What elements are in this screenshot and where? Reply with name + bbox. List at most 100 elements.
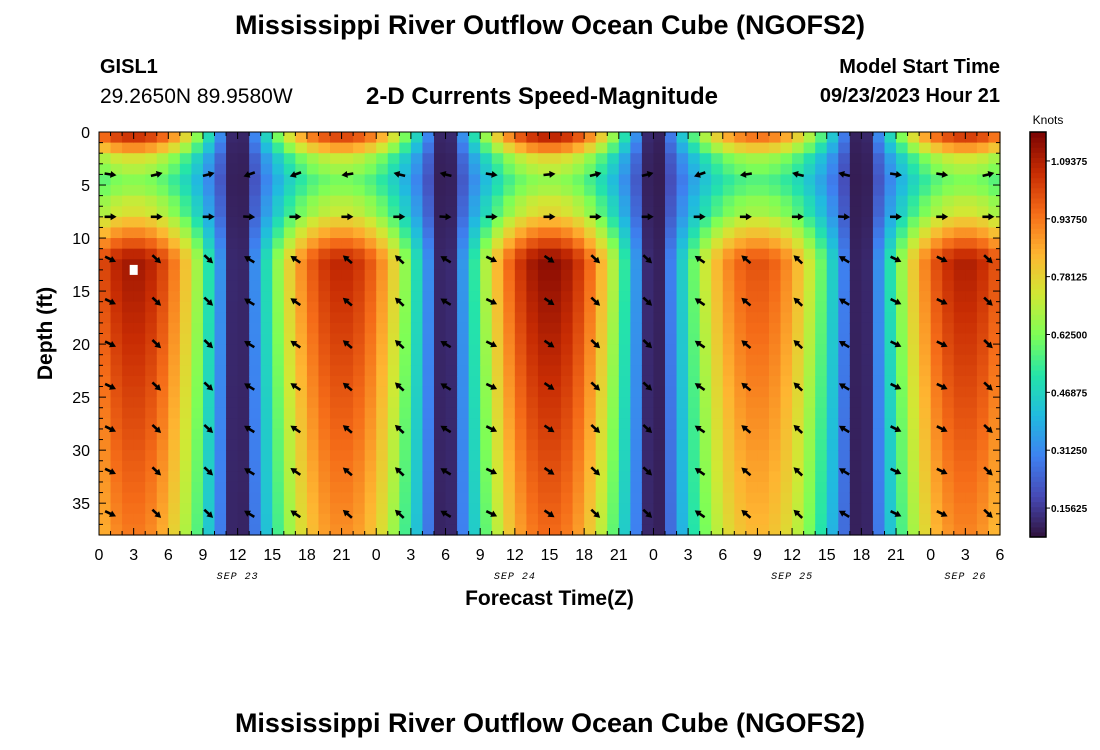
- heatmap-cell: [537, 216, 551, 229]
- heatmap-cell: [953, 428, 966, 441]
- heatmap-cell: [549, 333, 562, 345]
- heatmap-cell: [699, 344, 712, 356]
- heatmap-cell: [618, 195, 631, 207]
- heatmap-cell: [711, 397, 724, 409]
- heatmap-cell: [260, 195, 273, 207]
- heatmap-cell: [156, 344, 169, 356]
- heatmap-cell: [861, 471, 874, 483]
- colorbar-segment: [1030, 385, 1046, 391]
- heatmap-cell: [445, 524, 458, 536]
- heatmap-cell: [607, 195, 620, 207]
- heatmap-cell: [387, 163, 400, 176]
- colorbar-segment: [1030, 319, 1046, 325]
- colorbar-segment: [1030, 147, 1046, 153]
- heatmap-cell: [445, 460, 458, 472]
- heatmap-cell: [214, 481, 227, 494]
- colorbar-segment: [1030, 364, 1046, 371]
- current-vector: [741, 297, 752, 307]
- heatmap-cell: [503, 322, 516, 335]
- heatmap-cell: [202, 418, 216, 430]
- heatmap-cell: [353, 386, 366, 398]
- heatmap-cell: [433, 132, 447, 144]
- heatmap-cell: [896, 354, 909, 366]
- heatmap-cell: [607, 163, 620, 176]
- heatmap-cell: [179, 513, 193, 525]
- heatmap-cell: [480, 259, 493, 271]
- heatmap-cell: [676, 216, 689, 229]
- heatmap-cell: [272, 322, 285, 335]
- heatmap-cell: [653, 280, 666, 292]
- heatmap-cell: [872, 450, 886, 462]
- vector-head: [547, 341, 555, 348]
- heatmap-cell: [561, 227, 574, 239]
- x-tick-label: 15: [263, 547, 281, 564]
- heatmap-cell: [872, 312, 886, 324]
- heatmap-cell: [815, 195, 828, 207]
- heatmap-cell: [110, 333, 123, 345]
- current-vector: [244, 298, 255, 306]
- heatmap-cell: [665, 227, 678, 239]
- current-vector: [289, 171, 302, 178]
- heatmap-cell: [364, 322, 377, 335]
- heatmap-cell: [861, 174, 874, 186]
- heatmap-cell: [561, 375, 574, 388]
- heatmap-cell: [618, 206, 631, 218]
- current-vector: [244, 468, 255, 476]
- heatmap-cell: [468, 163, 481, 176]
- heatmap-cell: [976, 375, 990, 388]
- heatmap-cell: [792, 269, 805, 282]
- heatmap-cell: [283, 386, 296, 398]
- heatmap-cell: [780, 386, 793, 398]
- heatmap-cell: [872, 513, 886, 525]
- heatmap-cell: [99, 322, 112, 335]
- vector-head: [440, 298, 448, 305]
- heatmap-cell: [665, 418, 678, 430]
- heatmap-cell: [191, 322, 204, 335]
- heatmap-cell: [145, 471, 158, 483]
- heatmap-cell: [330, 195, 343, 207]
- heatmap-cell: [364, 248, 377, 260]
- heatmap-cell: [711, 195, 724, 207]
- heatmap-cell: [884, 471, 897, 483]
- heatmap-cell: [433, 238, 447, 250]
- heatmap-cell: [457, 238, 470, 250]
- heatmap-cell: [711, 344, 724, 356]
- heatmap-cell: [156, 132, 169, 144]
- heatmap-cell: [607, 322, 620, 335]
- heatmap-cell: [99, 259, 112, 271]
- heatmap-cell: [988, 407, 1001, 419]
- heatmap-cell: [341, 481, 354, 494]
- colorbar-segment: [1030, 288, 1046, 295]
- heatmap-cell: [792, 492, 805, 504]
- heatmap-cell: [260, 269, 273, 282]
- heatmap-cell: [838, 132, 851, 144]
- heatmap-cell: [757, 513, 770, 525]
- heatmap-cell: [745, 471, 759, 483]
- heatmap-cell: [849, 428, 862, 441]
- heatmap-cell: [907, 227, 920, 239]
- heatmap-cell: [295, 354, 308, 366]
- heatmap-cell: [884, 238, 897, 250]
- heatmap-cell: [734, 322, 747, 335]
- heatmap-cell: [653, 174, 666, 186]
- heatmap-cell: [503, 132, 516, 144]
- heatmap-cell: [549, 185, 562, 197]
- heatmap-cell: [306, 418, 320, 430]
- heatmap-cell: [537, 322, 551, 335]
- heatmap-cell: [815, 216, 828, 229]
- current-vector: [243, 213, 256, 221]
- heatmap-cell: [202, 163, 216, 176]
- heatmap-cell: [722, 322, 735, 335]
- heatmap-cell: [849, 195, 862, 207]
- heatmap-cell: [191, 248, 204, 260]
- heatmap-cell: [607, 407, 620, 419]
- heatmap-cell: [168, 407, 181, 419]
- heatmap-cell: [145, 238, 158, 250]
- heatmap-cell: [768, 524, 782, 536]
- heatmap-cell: [780, 524, 793, 536]
- heatmap-cell: [722, 259, 735, 271]
- heatmap-cell: [376, 238, 389, 250]
- heatmap-cell: [780, 195, 793, 207]
- vector-head: [694, 383, 702, 390]
- heatmap-cell: [965, 365, 978, 377]
